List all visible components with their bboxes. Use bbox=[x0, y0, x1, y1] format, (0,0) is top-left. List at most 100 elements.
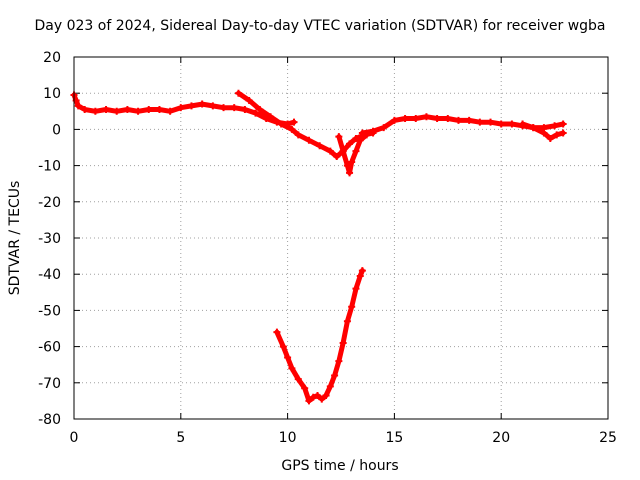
data-point bbox=[326, 147, 334, 155]
y-tick-label: -80 bbox=[38, 412, 61, 428]
data-point bbox=[348, 303, 356, 311]
data-point bbox=[81, 105, 89, 113]
y-tick-label: -30 bbox=[38, 231, 61, 247]
data-point bbox=[335, 357, 343, 365]
data-point bbox=[508, 120, 516, 128]
data-point bbox=[553, 131, 561, 139]
y-tick-label: 10 bbox=[43, 86, 61, 102]
data-point bbox=[322, 391, 330, 399]
data-point bbox=[358, 129, 366, 137]
data-point bbox=[551, 122, 559, 130]
data-point bbox=[559, 120, 567, 128]
y-tick-label: 0 bbox=[52, 122, 61, 138]
data-point bbox=[267, 113, 275, 121]
data-point bbox=[256, 105, 264, 113]
data-point bbox=[497, 120, 505, 128]
data-point bbox=[113, 107, 121, 115]
data-point bbox=[314, 391, 322, 399]
tick-labels: 0 5 10 15 20 25 20 10 0 -10 -20 -30 -40 -50 -60 -70 -80 bbox=[38, 50, 617, 446]
y-tick-label: -50 bbox=[38, 303, 61, 319]
data-point bbox=[352, 147, 360, 155]
data-point bbox=[273, 328, 281, 336]
data-point bbox=[487, 118, 495, 126]
data-point bbox=[465, 116, 473, 124]
data-point bbox=[559, 129, 567, 137]
y-tick-label: -10 bbox=[38, 159, 61, 175]
series-line-satellite-track-f bbox=[274, 268, 365, 404]
data-point bbox=[309, 393, 317, 401]
data-point bbox=[519, 120, 527, 128]
x-tick-label: 25 bbox=[599, 430, 617, 446]
data-point bbox=[284, 353, 292, 361]
x-tick-label: 15 bbox=[385, 430, 403, 446]
data-point bbox=[123, 105, 131, 113]
data-point bbox=[339, 147, 347, 155]
data-point bbox=[305, 397, 313, 405]
data-point bbox=[288, 125, 296, 133]
data-point bbox=[290, 118, 298, 126]
plot-frame bbox=[73, 56, 609, 420]
y-tick-label: -20 bbox=[38, 195, 61, 211]
data-point bbox=[230, 104, 238, 112]
data-point bbox=[209, 102, 217, 110]
data-point bbox=[529, 124, 537, 132]
grid bbox=[74, 57, 608, 419]
data-point bbox=[352, 134, 360, 142]
data-point bbox=[348, 158, 356, 166]
data-point bbox=[390, 116, 398, 124]
data-point bbox=[301, 384, 309, 392]
data-point bbox=[333, 153, 341, 161]
x-tick-label: 5 bbox=[176, 430, 185, 446]
data-point bbox=[444, 115, 452, 123]
data-point bbox=[540, 129, 548, 137]
data-point bbox=[356, 272, 364, 280]
data-point bbox=[358, 267, 366, 275]
y-tick-label: -60 bbox=[38, 340, 61, 356]
data-point bbox=[305, 136, 313, 144]
data-point bbox=[198, 100, 206, 108]
x-axis-label: GPS time / hours bbox=[281, 458, 398, 474]
data-point bbox=[234, 89, 242, 97]
data-point bbox=[220, 104, 228, 112]
data-point bbox=[380, 124, 388, 132]
x-tick-label: 0 bbox=[70, 430, 79, 446]
y-tick-label: -40 bbox=[38, 267, 61, 283]
data-point bbox=[352, 285, 360, 293]
data-point bbox=[346, 169, 354, 177]
x-tick-label: 20 bbox=[492, 430, 510, 446]
data-point bbox=[331, 372, 339, 380]
series-line-satellite-track-b bbox=[236, 90, 376, 160]
data-point bbox=[339, 339, 347, 347]
data-point bbox=[343, 162, 351, 170]
data-point bbox=[294, 375, 302, 383]
data-point bbox=[346, 140, 354, 148]
data-point bbox=[369, 127, 377, 135]
data-point bbox=[335, 133, 343, 141]
y-tick-label: -70 bbox=[38, 376, 61, 392]
data-point bbox=[318, 395, 326, 403]
data-point bbox=[412, 115, 420, 123]
data-point bbox=[102, 105, 110, 113]
data-point bbox=[277, 120, 285, 128]
data-point bbox=[241, 105, 249, 113]
data-point bbox=[187, 102, 195, 110]
data-point bbox=[155, 105, 163, 113]
data-point bbox=[288, 364, 296, 372]
data-point bbox=[279, 343, 287, 351]
data-point bbox=[74, 102, 82, 110]
y-axis-label: SDTVAR / TECUs bbox=[7, 181, 23, 296]
data-point bbox=[422, 113, 430, 121]
data-point bbox=[316, 142, 324, 150]
data-point bbox=[326, 382, 334, 390]
data-point bbox=[454, 116, 462, 124]
data-point bbox=[546, 134, 554, 142]
data-point bbox=[294, 131, 302, 139]
data-point bbox=[91, 107, 99, 115]
y-tick-label: 20 bbox=[43, 50, 61, 66]
chart-title: Day 023 of 2024, Sidereal Day-to-day VTE… bbox=[34, 18, 606, 34]
data-point bbox=[134, 107, 142, 115]
x-tick-label: 10 bbox=[279, 430, 297, 446]
data-series bbox=[70, 89, 567, 405]
data-point bbox=[145, 105, 153, 113]
